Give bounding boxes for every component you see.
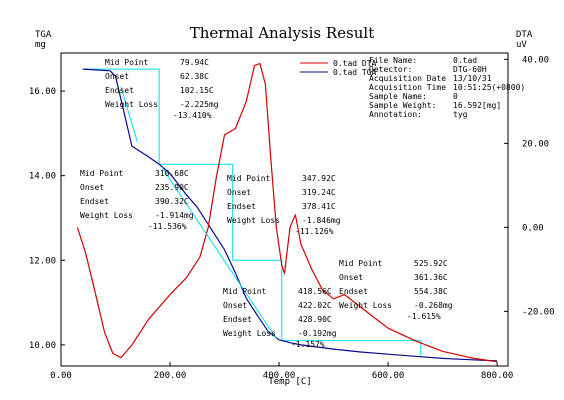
step-box-3 [281, 340, 422, 356]
annotation-0-onset-label: Onset [105, 72, 129, 81]
annotation-3-loss-label: Weight Loss [223, 329, 276, 338]
annotation-1-endset-label: Endset [80, 197, 109, 206]
annotation-0-loss-label: Weight Loss [105, 100, 158, 109]
annotation-2-onset-label: Onset [227, 188, 251, 197]
annotation-0-endset-label: Endset [105, 86, 134, 95]
info-key-3: Acquisition Time [369, 83, 446, 92]
left-tick-label-0: 16.00 [29, 87, 56, 97]
annotation-3-endset-label: Endset [223, 315, 252, 324]
x-tick-label-4: 800.00 [481, 371, 514, 381]
annotation-3-loss-pct: -1.157% [291, 340, 325, 349]
annotation-4-onset: 361.36C [414, 273, 448, 282]
step-boxes [82, 68, 422, 356]
annotation-1-loss-label: Weight Loss [80, 211, 133, 220]
annotation-2-mid-label: Mid Point [227, 174, 271, 183]
x-tick-label-2: 400.00 [263, 371, 296, 381]
left-tick-label-2: 12.00 [29, 256, 56, 266]
right-tick-label-1: 20.00 [522, 139, 549, 149]
annotation-1-mid-label: Mid Point [80, 169, 124, 178]
left-tick-label-1: 14.00 [29, 172, 56, 182]
info-key-1: Detector: [369, 65, 412, 74]
right-axis-unit: uV [516, 40, 527, 50]
annotation-3-mid: 418.56C [298, 287, 332, 296]
annotation-4-mid: 525.92C [414, 259, 448, 268]
plot-frame [60, 52, 509, 367]
info-key-6: Annotation: [369, 110, 422, 119]
chart-title: Thermal Analysis Result [190, 24, 374, 42]
annotation-0-loss-pct: -13.410% [173, 111, 212, 120]
annotation-0-mid-label: Mid Point [105, 58, 149, 67]
info-value-4: 0 [453, 92, 458, 101]
annotation-4-loss-label: Weight Loss [339, 301, 392, 310]
series-line-dta [76, 62, 498, 363]
annotation-4-loss-pct: -1.615% [407, 312, 441, 321]
series-line-tga [82, 68, 498, 362]
left-axis-label: TGA [35, 30, 52, 40]
info-value-1: DTG-60H [453, 65, 487, 74]
right-tick-label-2: 0.00 [522, 223, 544, 233]
x-tick-label-1: 200.00 [154, 371, 187, 381]
annotation-labels: Mid Point 79.94C Onset 62.38C Endset 102.15C W… [80, 58, 453, 349]
annotation-1-mid: 310.68C [155, 169, 189, 178]
info-key-2: Acquisition Date [369, 74, 446, 83]
annotation-3-onset-label: Onset [223, 301, 247, 310]
annotation-1-loss-pct: -11.536% [148, 222, 187, 231]
annotation-1-loss-mg: -1.914mg [155, 211, 194, 220]
legend-label-dta: 0.tad DTA [333, 59, 377, 68]
legend-label-tga: 0.tad TGA [333, 68, 377, 77]
step-box-1 [159, 163, 234, 261]
series-lines [76, 62, 498, 363]
info-panel: File Name: 0.tad Detector: DTG-60H Acqui… [369, 56, 525, 119]
annotation-0-loss-mg: -2.225mg [180, 100, 219, 109]
left-y-ticks: 16.00 14.00 12.00 10.00 [29, 87, 65, 351]
left-tick-label-3: 10.00 [29, 341, 56, 351]
x-tick-label-0: 0.00 [50, 371, 72, 381]
info-value-0: 0.tad [453, 56, 477, 65]
step-box-2 [232, 259, 283, 341]
right-axis-label: DTA [516, 30, 533, 40]
annotation-0-mid: 79.94C [180, 58, 209, 67]
x-tick-label-3: 600.00 [372, 371, 405, 381]
annotation-1-endset: 390.32C [155, 197, 189, 206]
annotation-4-endset-label: Endset [339, 287, 368, 296]
annotation-4-mid-label: Mid Point [339, 259, 383, 268]
annotation-2-endset-label: Endset [227, 202, 256, 211]
info-value-6: tyg [453, 110, 468, 119]
annotation-0-endset: 102.15C [180, 86, 214, 95]
right-tick-label-3: -20.00 [522, 307, 555, 317]
info-value-5: 16.592[mg] [453, 101, 501, 110]
annotation-2-loss-pct: -11.126% [295, 227, 334, 236]
x-axis-label: Temp [C] [268, 377, 311, 387]
info-value-2: 13/10/31 [453, 74, 492, 83]
annotation-2-mid: 347.92C [302, 174, 336, 183]
tga-tangent-line [120, 86, 277, 339]
step-box-0 [82, 68, 160, 165]
info-key-4: Sample Name: [369, 92, 427, 101]
info-key-0: File Name: [369, 56, 417, 65]
left-axis-unit: mg [35, 40, 46, 50]
annotation-2-loss-mg: -1.846mg [302, 216, 341, 225]
info-value-3: 10:51:25(+0800) [453, 83, 525, 92]
annotation-3-mid-label: Mid Point [223, 287, 267, 296]
annotation-2-onset: 319.24C [302, 188, 336, 197]
annotation-4-endset: 554.38C [414, 287, 448, 296]
annotation-2-loss-label: Weight Loss [227, 216, 280, 225]
annotation-0-onset: 62.38C [180, 72, 209, 81]
info-key-5: Sample Weight: [369, 101, 436, 110]
annotation-1-onset-label: Onset [80, 183, 104, 192]
x-ticks: 0.00 200.00 400.00 600.00 800.00 [50, 362, 513, 381]
annotation-4-loss-mg: -0.268mg [414, 301, 453, 310]
annotation-3-onset: 422.02C [298, 301, 332, 310]
annotation-1-onset: 235.90C [155, 183, 189, 192]
annotation-3-loss-mg: -0.192mg [298, 329, 337, 338]
annotation-3-endset: 428.90C [298, 315, 332, 324]
annotation-4-onset-label: Onset [339, 273, 363, 282]
right-y-ticks: 40.00 20.00 0.00 -20.00 [504, 55, 555, 317]
right-tick-label-0: 40.00 [522, 55, 549, 65]
legend: 0.tad DTA 0.tad TGA [300, 59, 377, 77]
annotation-2-endset: 378.41C [302, 202, 336, 211]
